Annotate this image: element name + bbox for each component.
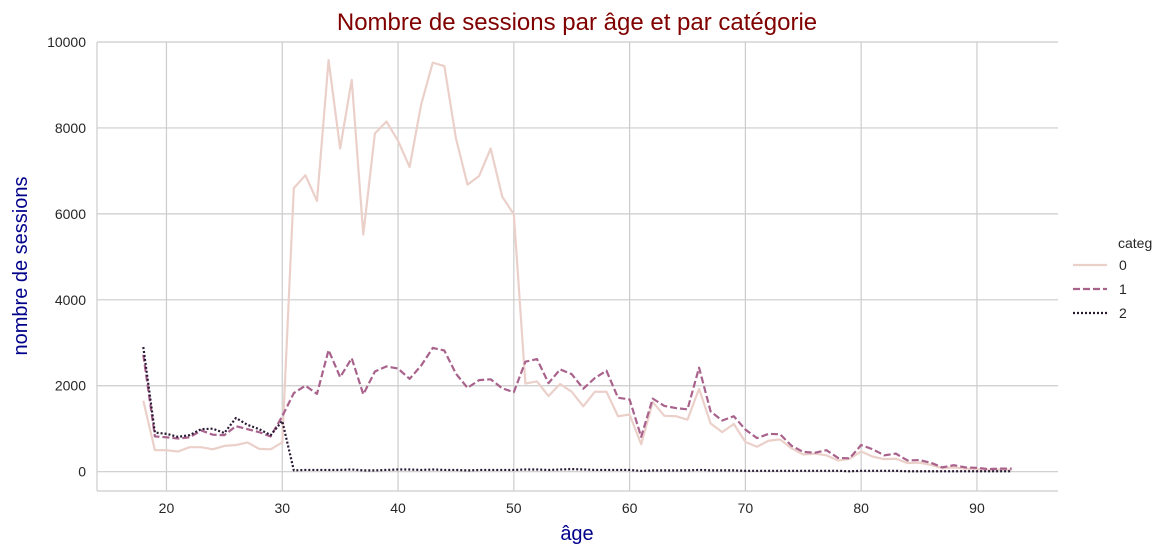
legend-title: categ bbox=[1118, 235, 1152, 251]
x-tick-label: 80 bbox=[853, 500, 869, 516]
y-tick-label: 2000 bbox=[55, 378, 86, 394]
series-line-0 bbox=[142, 58, 1012, 472]
y-tick-label: 0 bbox=[78, 464, 86, 480]
x-tick-label: 40 bbox=[390, 500, 406, 516]
y-tick-label: 6000 bbox=[55, 206, 86, 222]
series-line-1 bbox=[142, 346, 1012, 471]
legend-label-2: 2 bbox=[1119, 305, 1127, 321]
series-lines bbox=[142, 58, 1012, 473]
y-tick-label: 4000 bbox=[55, 292, 86, 308]
x-tick-label: 90 bbox=[969, 500, 985, 516]
legend-label-0: 0 bbox=[1119, 257, 1127, 273]
series-line-2 bbox=[142, 346, 1012, 473]
x-tick-label: 70 bbox=[738, 500, 754, 516]
x-tick-labels: 20 30 40 50 60 70 80 90 bbox=[159, 500, 985, 516]
chart-title: Nombre de sessions par âge et par catégo… bbox=[337, 9, 817, 36]
plot-area bbox=[97, 42, 1058, 491]
y-tick-label: 8000 bbox=[55, 120, 86, 136]
y-tick-label: 10000 bbox=[47, 34, 86, 50]
x-tick-label: 20 bbox=[159, 500, 175, 516]
legend: categ 0 1 2 bbox=[1073, 235, 1152, 321]
y-axis-label: nombre de sessions bbox=[10, 177, 32, 356]
x-axis-label: âge bbox=[560, 523, 593, 545]
y-tick-labels: 0 2000 4000 6000 8000 10000 bbox=[47, 34, 86, 480]
x-tick-label: 60 bbox=[622, 500, 638, 516]
x-tick-label: 30 bbox=[274, 500, 290, 516]
x-tick-label: 50 bbox=[506, 500, 522, 516]
grid-lines bbox=[97, 41, 1058, 491]
legend-label-1: 1 bbox=[1119, 281, 1127, 297]
